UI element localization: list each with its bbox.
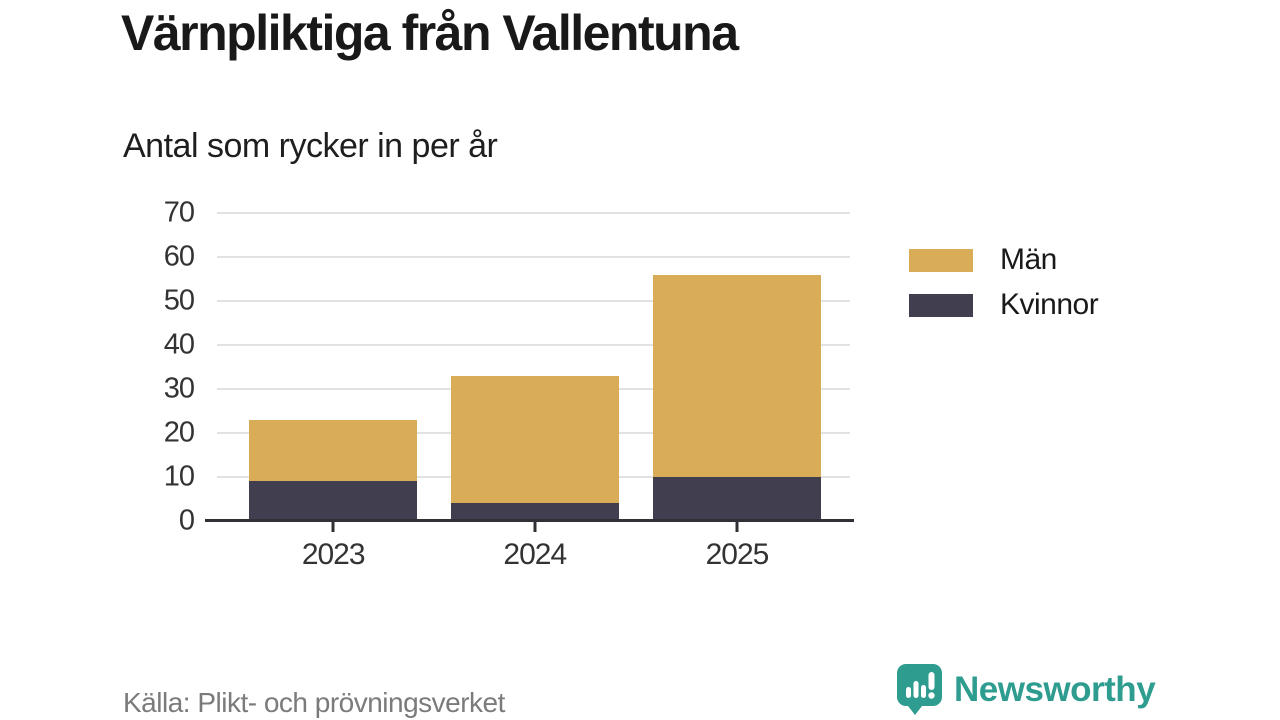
newsworthy-wordmark: Newsworthy — [954, 669, 1156, 709]
y-tick-label: 40 — [163, 328, 195, 361]
legend-label: Män — [1000, 243, 1057, 276]
x-tick-mark — [533, 521, 537, 532]
x-tick-label: 2025 — [705, 538, 770, 571]
legend-label: Kvinnor — [1000, 288, 1099, 321]
x-axis-line — [205, 519, 854, 522]
plot-area: 0 10 20 30 40 50 60 70 2023 2024 2025 — [164, 197, 854, 571]
legend-swatch — [909, 248, 973, 272]
source-note: Källa: Plikt- och prövningsverket — [123, 687, 505, 718]
y-tick-label: 60 — [163, 240, 195, 273]
x-tick-label: 2024 — [503, 538, 567, 571]
gridline — [217, 344, 850, 346]
y-tick-label: 50 — [163, 284, 195, 317]
chart-subtitle: Antal som rycker in per år — [123, 127, 498, 165]
bar-segment-kvinnor-2025 — [653, 477, 821, 521]
y-tick-label: 0 — [178, 504, 195, 537]
gridline — [217, 256, 850, 258]
chart-title: Värnpliktiga från Vallentuna — [121, 5, 739, 61]
legend-item-kvinnor: Kvinnor — [909, 288, 1099, 321]
legend-swatch — [909, 293, 973, 317]
bar-segment-kvinnor-2024 — [450, 503, 619, 521]
y-tick-label: 10 — [163, 460, 195, 493]
x-tick-mark — [735, 521, 739, 532]
bar-segment-män-2025 — [653, 274, 821, 477]
x-tick-mark — [331, 521, 335, 532]
x-tick-label: 2023 — [301, 538, 366, 571]
newsworthy-logo: Newsworthy — [896, 663, 1156, 716]
y-tick-label: 20 — [163, 416, 195, 449]
newsworthy-bubble-icon — [897, 664, 942, 715]
legend-item-män: Män — [909, 243, 1098, 276]
gridline — [217, 300, 850, 302]
bar-segment-män-2024 — [450, 375, 619, 504]
y-tick-label: 70 — [163, 196, 195, 229]
legend: Män Kvinnor — [909, 243, 1099, 334]
y-tick-label: 30 — [163, 372, 195, 405]
bar-segment-män-2023 — [249, 419, 418, 482]
gridline — [217, 212, 850, 214]
bar-segment-kvinnor-2023 — [249, 481, 418, 521]
